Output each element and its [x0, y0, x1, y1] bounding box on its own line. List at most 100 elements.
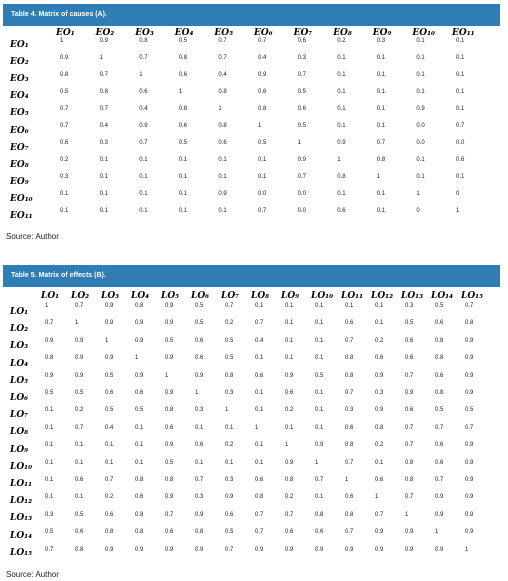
matrix-cell: 0.6 — [297, 106, 306, 112]
matrix-cell: 0.9 — [255, 546, 264, 553]
matrix-cell: 0.1 — [416, 174, 425, 180]
matrix-cell: 1 — [218, 106, 222, 112]
matrix-cell: 0.9 — [225, 494, 234, 501]
matrix-cell: 0.8 — [218, 89, 227, 95]
matrix-cell: 0.1 — [45, 477, 54, 483]
matrix-cell: 0.5 — [225, 337, 234, 344]
matrix-cell: 1 — [99, 55, 103, 61]
matrix-cell: 0.1 — [45, 442, 54, 449]
matrix-cell: 0.7 — [139, 55, 148, 61]
matrix-cell: 0.7 — [105, 477, 114, 483]
matrix-cell: 0.7 — [297, 174, 306, 180]
matrix-cell: 0.1 — [456, 106, 465, 112]
column-header: LO₁ — [41, 291, 60, 301]
matrix-cell: 0.8 — [405, 477, 414, 483]
matrix-cell: 1 — [315, 459, 319, 466]
matrix-cell: 0.2 — [337, 38, 346, 44]
matrix-cell: 0.5 — [105, 372, 114, 379]
matrix-cell: 0.9 — [465, 390, 474, 396]
column-header: LO₅ — [161, 291, 180, 301]
matrix-cell: 0.9 — [105, 355, 114, 362]
matrix-cell: 0.2 — [105, 494, 114, 501]
matrix-cell: 0.7 — [258, 208, 267, 214]
matrix-cell: 0.5 — [225, 529, 234, 536]
matrix-cell: 0.8 — [435, 390, 444, 396]
matrix-cell: 0.9 — [165, 303, 174, 309]
matrix-cell: 0.1 — [315, 424, 324, 431]
matrix-cell: 0.1 — [75, 494, 84, 501]
matrix-cell: 0.7 — [195, 477, 204, 483]
matrix-cell: 0.6 — [345, 424, 354, 431]
matrix-cell: 0.7 — [139, 140, 148, 146]
matrix-cell: 0.9 — [435, 511, 444, 518]
matrix-cell: 0.8 — [345, 355, 354, 362]
matrix-cell: 0.6 — [178, 123, 188, 129]
matrix-cell: 0.9 — [135, 320, 144, 327]
column-header: EO₁₀ — [412, 28, 435, 38]
matrix-cell: 0.1 — [375, 320, 384, 327]
matrix-cell: 0.1 — [99, 174, 108, 180]
column-header: EO₉ — [372, 28, 392, 38]
column-header: EO₁ — [56, 28, 75, 38]
matrix-cell: 0.1 — [376, 55, 386, 61]
column-header: EO₄ — [174, 28, 194, 38]
matrix-cell: 0.6 — [375, 477, 384, 483]
matrix-cell: 0.7 — [165, 511, 174, 518]
matrix-cell: 0.6 — [258, 89, 267, 95]
matrix-cell: 0.4 — [105, 424, 114, 431]
matrix-cell: 0.8 — [345, 372, 354, 379]
matrix-cell: 0.1 — [75, 442, 84, 449]
matrix-cell: 0.4 — [255, 337, 264, 344]
matrix-cell: 0.8 — [376, 157, 386, 163]
row-header: LO₉ — [10, 444, 29, 455]
column-header: LO₄ — [131, 291, 150, 301]
matrix-cell: 0.6 — [195, 355, 204, 362]
matrix-cell: 0.8 — [345, 442, 354, 449]
matrix-cell: 0.1 — [456, 55, 465, 61]
matrix-cell: 0.8 — [165, 407, 174, 414]
matrix-cell: 0.1 — [337, 123, 346, 129]
matrix-cell: 0.7 — [345, 529, 354, 536]
matrix-cell: 0.3 — [99, 140, 108, 146]
matrix-cell: 0.1 — [178, 174, 188, 180]
matrix-cell: 1 — [75, 320, 79, 327]
matrix-cell: 0.9 — [105, 303, 114, 309]
row-header: EO₂ — [10, 57, 29, 68]
matrix-cell: 0.1 — [225, 459, 234, 466]
column-header: LO₁₅ — [461, 291, 484, 301]
matrix-cell: 0.6 — [297, 38, 306, 44]
matrix-cell: 0.3 — [60, 174, 69, 180]
matrix-cell: 0.4 — [99, 123, 108, 129]
matrix-cell: 0.1 — [178, 157, 188, 163]
matrix-cell: 0.5 — [258, 140, 267, 146]
matrix-cell: 0.9 — [165, 320, 174, 327]
matrix-cell: 0.4 — [139, 106, 148, 112]
row-header: LO₄ — [10, 358, 29, 369]
matrix-cell: 0.9 — [165, 442, 174, 449]
matrix-cell: 0.7 — [465, 303, 474, 309]
matrix-cell: 1 — [139, 72, 143, 78]
matrix-cell: 0.7 — [218, 38, 227, 44]
matrix-cell: 0.8 — [345, 511, 354, 518]
matrix-cell: 0.7 — [75, 303, 84, 309]
row-header: EO₉ — [10, 176, 29, 187]
matrix-cell: 0.1 — [60, 208, 69, 214]
matrix-cell: 0.1 — [376, 89, 386, 95]
matrix-cell: 1 — [255, 424, 259, 431]
matrix-cell: 0.1 — [375, 303, 384, 309]
matrix-cell: 0.1 — [376, 106, 386, 112]
matrix-cell: 0.9 — [435, 494, 444, 501]
row-header: EO₄ — [10, 91, 29, 102]
column-header: EO₃ — [135, 28, 154, 38]
matrix-cell: 0.1 — [135, 459, 144, 466]
matrix-cell: 0.9 — [135, 337, 144, 344]
matrix-cell: 0.6 — [345, 494, 354, 501]
row-header: LO₁₂ — [10, 496, 33, 507]
matrix-cell: 0.5 — [435, 407, 444, 414]
matrix-cell: 0.1 — [285, 355, 294, 362]
matrix-cell: 0.9 — [75, 372, 84, 379]
row-header: LO₆ — [10, 393, 29, 403]
matrix-cell: 0.7 — [465, 424, 474, 431]
matrix-cell: 1 — [258, 123, 262, 129]
matrix-cell: 0.3 — [225, 390, 234, 396]
